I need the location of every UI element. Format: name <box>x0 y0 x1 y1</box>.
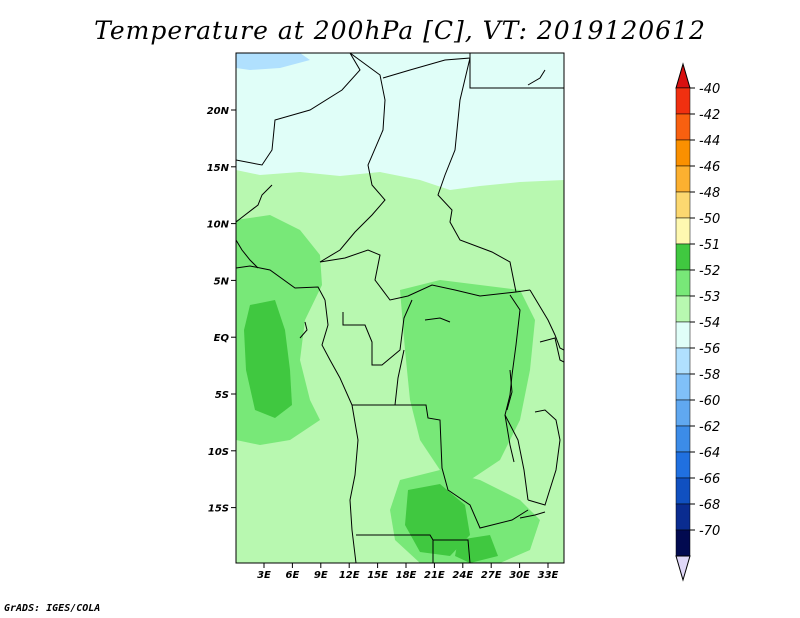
lon-label: 15E <box>367 570 388 581</box>
border-line <box>356 534 434 563</box>
border-line <box>236 184 273 223</box>
colorbar-swatch <box>675 269 691 297</box>
lon-label: 3E <box>257 570 271 581</box>
colorbar: -40 -42 -44 -46 -48 -50 -51 -52 -53 -54 -56 -58 -60 -… <box>675 62 720 582</box>
lake-outline <box>519 511 546 519</box>
lake-outline <box>506 369 513 411</box>
colorbar-swatch <box>675 87 691 115</box>
lon-label: 24E <box>452 570 473 581</box>
colorbar-label: -66 <box>699 472 720 487</box>
colorbar-swatch <box>675 113 691 141</box>
field-minus-54-north <box>236 53 564 190</box>
border-line <box>236 53 361 166</box>
field-minus-51-south <box>405 484 470 556</box>
colorbar-swatch <box>675 191 691 219</box>
border-line <box>469 53 564 89</box>
border-line <box>319 249 531 301</box>
colorbar-label: -46 <box>699 160 720 175</box>
border-line <box>539 337 564 363</box>
border-line <box>395 404 529 529</box>
colorbar-label: -52 <box>699 264 720 279</box>
colorbar-top-arrow <box>675 62 691 89</box>
colorbar-swatch <box>675 347 691 375</box>
colorbar-swatch <box>675 321 691 349</box>
lon-label: 30E <box>509 570 530 581</box>
colorbar-label: -68 <box>699 498 720 513</box>
colorbar-swatch <box>675 139 691 167</box>
lat-label: 5S <box>215 390 229 401</box>
lake-outline <box>424 317 451 323</box>
border-line <box>437 57 517 293</box>
colorbar-label: -51 <box>699 238 720 253</box>
colorbar-swatch <box>675 451 691 479</box>
lat-label: 10S <box>208 447 229 458</box>
field-minus-51-west <box>244 300 292 418</box>
lat-label: 15S <box>208 504 229 515</box>
colorbar-label: -62 <box>699 420 720 435</box>
lon-label: 33E <box>538 570 559 581</box>
lon-label: 21E <box>424 570 445 581</box>
grads-credit: GrADS: IGES/COLA <box>4 603 101 614</box>
coastline <box>527 69 546 86</box>
colorbar-swatch <box>675 243 691 271</box>
field-minus-51-southeast <box>455 535 498 563</box>
colorbar-swatch <box>675 399 691 427</box>
border-line <box>352 349 405 406</box>
lat-label: 5N <box>214 276 230 287</box>
longitude-axis: 3E 6E 9E 12E 15E 18E 21E 24E 27E 30E 33E <box>257 563 559 581</box>
lat-label: 15N <box>207 163 230 174</box>
colorbar-label: -44 <box>699 134 720 149</box>
lon-label: 9E <box>314 570 328 581</box>
map-frame <box>235 52 565 564</box>
temperature-field <box>236 53 564 563</box>
lat-label: EQ <box>214 333 230 344</box>
colorbar-label: -54 <box>699 316 720 331</box>
lat-label: 20N <box>207 106 230 117</box>
colorbar-swatch <box>675 217 691 245</box>
field-minus-52-east <box>400 280 535 480</box>
border-line <box>342 299 413 366</box>
colorbar-label: -64 <box>699 446 720 461</box>
colorbar-swatch <box>675 295 691 323</box>
border-line <box>529 289 564 351</box>
colorbar-swatch <box>675 477 691 505</box>
colorbar-label: -60 <box>699 394 720 409</box>
colorbar-label: -56 <box>699 342 720 357</box>
colorbar-bottom-arrow <box>675 555 691 582</box>
border-line <box>236 239 259 269</box>
coastline <box>349 404 359 563</box>
latitude-axis: 20N 15N 10N 5N EQ 5S 10S 15S <box>207 106 236 515</box>
country-borders <box>236 53 564 563</box>
colorbar-swatch <box>675 425 691 453</box>
coastline <box>236 265 326 301</box>
coastline <box>299 321 308 339</box>
border-line <box>527 409 561 506</box>
colorbar-label: -42 <box>699 108 720 123</box>
colorbar-label: -40 <box>699 82 720 97</box>
map-title: Temperature at 200hPa [C], VT: 201912061… <box>94 16 706 45</box>
lon-label: 18E <box>396 570 417 581</box>
lon-label: 27E <box>481 570 502 581</box>
colorbar-swatch <box>675 529 691 557</box>
border-line <box>319 53 386 263</box>
lon-label: 6E <box>286 570 300 581</box>
colorbar-swatch <box>675 373 691 401</box>
colorbar-label: -70 <box>699 524 720 539</box>
colorbar-label: -58 <box>699 368 720 383</box>
colorbar-swatch <box>675 165 691 193</box>
field-minus-56-northwest <box>236 53 310 70</box>
colorbar-label: -48 <box>699 186 720 201</box>
coastline <box>321 299 353 406</box>
colorbar-label: -53 <box>699 290 720 305</box>
colorbar-swatch <box>675 503 691 531</box>
border-line <box>504 294 529 501</box>
lon-label: 12E <box>339 570 360 581</box>
lake-outline <box>504 414 515 463</box>
border-line <box>433 539 471 563</box>
colorbar-label: -50 <box>699 212 720 227</box>
lat-label: 10N <box>207 220 230 231</box>
